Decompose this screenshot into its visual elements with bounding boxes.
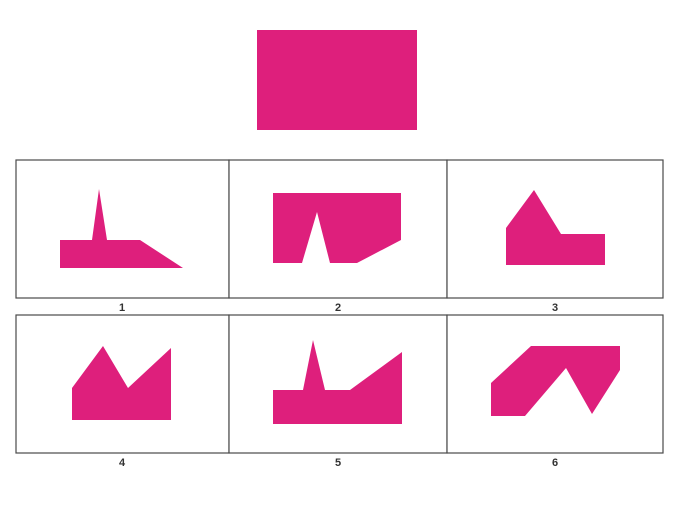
option-label-5: 5 bbox=[335, 457, 341, 469]
option-3-shape bbox=[506, 190, 605, 265]
option-panel-6[interactable] bbox=[446, 314, 664, 454]
option-2-shape bbox=[273, 193, 401, 263]
option-6-shape bbox=[491, 346, 620, 416]
option-label-2: 2 bbox=[335, 302, 341, 314]
option-panel-1[interactable] bbox=[15, 159, 230, 299]
option-5-shape bbox=[273, 340, 402, 424]
option-label-3: 3 bbox=[552, 302, 558, 314]
option-4-shape bbox=[72, 346, 171, 420]
target-rectangle-shape bbox=[257, 30, 417, 130]
option-panel-5[interactable] bbox=[228, 314, 448, 454]
option-label-1: 1 bbox=[119, 302, 125, 314]
option-label-6: 6 bbox=[552, 457, 558, 469]
option-label-4: 4 bbox=[119, 457, 126, 469]
option-1-shape bbox=[60, 189, 183, 268]
